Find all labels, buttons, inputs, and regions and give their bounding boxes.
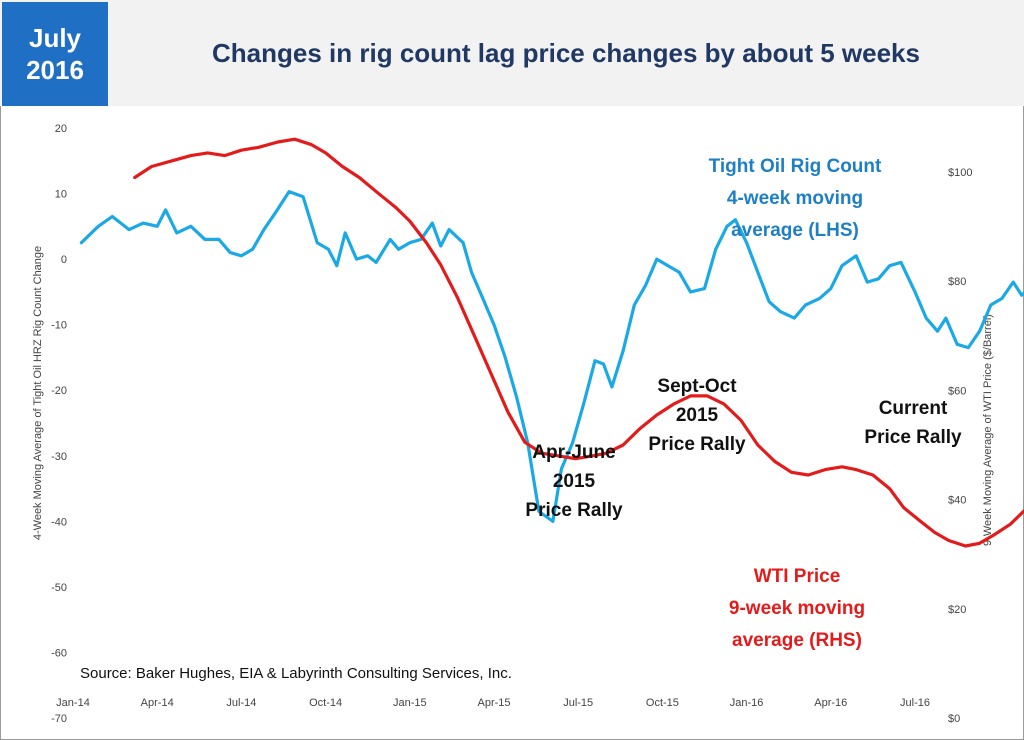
wti-price-line xyxy=(133,137,1024,548)
rally-sept-oct-label: Sept-Oct xyxy=(657,376,737,397)
header-bar: July 2016 Changes in rig count lag price… xyxy=(0,0,1024,106)
right-tick-label: $100 xyxy=(948,167,972,179)
right-tick-label: $20 xyxy=(948,604,966,616)
wti-series-label: average (RHS) xyxy=(732,630,862,651)
rig-count-line xyxy=(79,190,1024,523)
x-tick-label: Jul-14 xyxy=(226,697,256,709)
x-tick-label: Jan-16 xyxy=(730,697,764,709)
rally-sept-oct-label: 2015 xyxy=(676,405,719,426)
left-axis-label: 4-Week Moving Average of Tight Oil HRZ R… xyxy=(32,246,44,540)
rally-current-label: Price Rally xyxy=(864,427,962,448)
rally-apr-june-label: Price Rally xyxy=(525,500,623,521)
rally-apr-june-label: 2015 xyxy=(553,471,596,492)
x-tick-label: Jul-16 xyxy=(900,697,930,709)
rally-sept-oct-label: Price Rally xyxy=(648,434,746,455)
rig-series-label: average (LHS) xyxy=(731,220,859,241)
right-tick-label: $0 xyxy=(948,713,960,725)
x-tick-label: Oct-15 xyxy=(646,697,679,709)
wti-series-label: 9-week moving xyxy=(729,598,865,619)
x-tick-label: Jan-15 xyxy=(393,697,427,709)
x-tick-label: Jul-15 xyxy=(563,697,593,709)
right-axis-label: 9-Week Moving Average of WTI Price ($/Ba… xyxy=(982,314,994,546)
left-tick-label: -60 xyxy=(51,647,67,659)
left-tick-label: -70 xyxy=(51,713,67,725)
x-tick-label: Oct-14 xyxy=(309,697,342,709)
rally-apr-june-label: Apr-June xyxy=(532,442,615,463)
left-tick-label: -20 xyxy=(51,385,67,397)
rally-current-label: Current xyxy=(879,398,948,419)
left-tick-label: -30 xyxy=(51,451,67,463)
x-tick-label: Apr-15 xyxy=(477,697,510,709)
right-tick-label: $80 xyxy=(948,276,966,288)
rig-series-label: Tight Oil Rig Count xyxy=(709,156,882,177)
badge-year: 2016 xyxy=(26,55,84,85)
left-tick-label: -10 xyxy=(51,320,67,332)
wti-series-label: WTI Price xyxy=(754,566,841,587)
rig-series-label: 4-week moving xyxy=(727,188,863,209)
left-tick-label: 20 xyxy=(55,123,67,135)
chart-title: Changes in rig count lag price changes b… xyxy=(212,37,920,68)
date-badge: July 2016 xyxy=(2,2,108,106)
left-tick-label: 0 xyxy=(61,254,67,266)
right-tick-label: $40 xyxy=(948,495,966,507)
source-note: Source: Baker Hughes, EIA & Labyrinth Co… xyxy=(80,665,512,682)
left-tick-label: -40 xyxy=(51,516,67,528)
badge-month: July xyxy=(28,23,82,53)
x-tick-label: Apr-14 xyxy=(141,697,174,709)
x-tick-label: Jan-14 xyxy=(56,697,90,709)
right-tick-label: $60 xyxy=(948,385,966,397)
left-tick-label: -50 xyxy=(51,582,67,594)
x-tick-label: Apr-16 xyxy=(814,697,847,709)
left-tick-label: 10 xyxy=(55,189,67,201)
